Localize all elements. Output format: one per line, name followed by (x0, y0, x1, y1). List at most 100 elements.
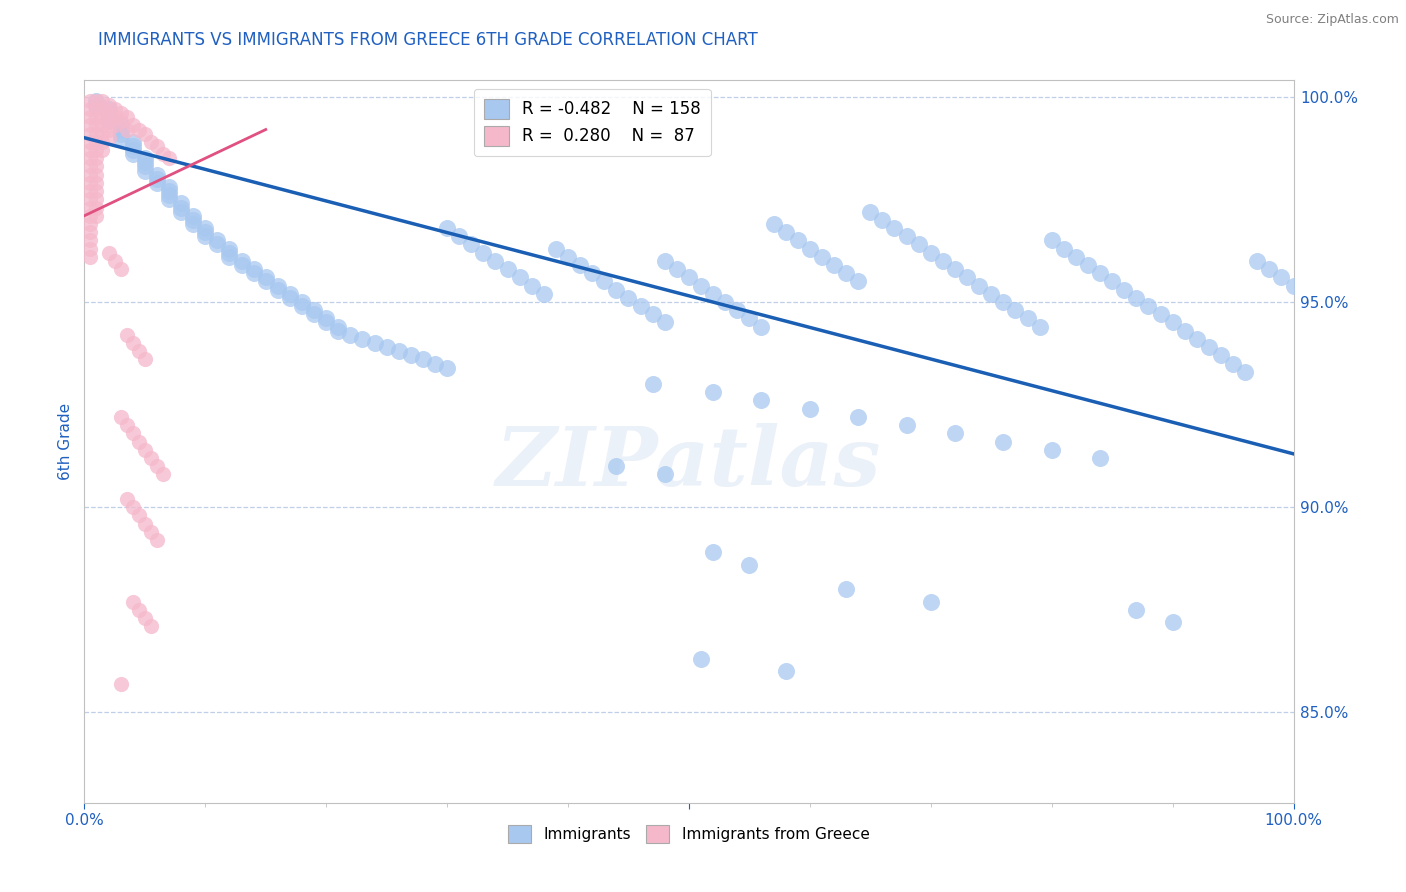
Point (110, 677, 132, 691)
Point (86, 135, 108, 149)
Point (302, 307, 325, 321)
Point (242, 266, 264, 280)
Point (128, 434, 150, 449)
Point (139, 619, 162, 633)
Point (97, 114, 120, 128)
Point (91, 135, 114, 149)
Point (1149, 307, 1171, 321)
Point (363, 336, 385, 351)
Point (302, 303, 325, 318)
Point (231, 258, 253, 272)
Point (714, 295, 737, 310)
Point (91, 127, 114, 141)
Point (121, 119, 143, 133)
Text: IMMIGRANTS VS IMMIGRANTS FROM GREECE 6TH GRADE CORRELATION CHART: IMMIGRANTS VS IMMIGRANTS FROM GREECE 6TH… (98, 31, 758, 49)
Point (115, 110, 138, 124)
Point (690, 278, 713, 293)
Point (1222, 357, 1244, 371)
Point (1198, 340, 1220, 354)
Point (134, 160, 156, 174)
Point (121, 139, 143, 153)
Point (104, 119, 127, 133)
Point (79, 151, 101, 165)
Point (460, 237, 482, 252)
Point (79, 225, 101, 239)
Point (110, 130, 132, 145)
Point (1028, 319, 1050, 334)
Point (339, 327, 361, 342)
Point (399, 348, 422, 362)
Point (835, 582, 858, 597)
Point (79, 160, 101, 174)
Point (520, 278, 543, 293)
Point (690, 652, 713, 666)
Point (943, 262, 966, 277)
Point (170, 201, 193, 215)
Point (157, 180, 180, 194)
Point (115, 491, 138, 506)
Point (86, 143, 108, 157)
Text: Source: ZipAtlas.com: Source: ZipAtlas.com (1265, 13, 1399, 27)
Point (1185, 332, 1208, 346)
Point (980, 286, 1002, 301)
Text: ZIPatlas: ZIPatlas (496, 423, 882, 503)
Point (79, 250, 101, 264)
Point (157, 151, 180, 165)
Point (79, 201, 101, 215)
Point (146, 168, 169, 182)
Point (799, 401, 821, 416)
Point (97, 98, 120, 112)
Point (1053, 242, 1076, 256)
Point (242, 262, 264, 277)
Point (472, 245, 495, 260)
Point (641, 307, 664, 321)
Point (907, 237, 929, 252)
Point (104, 102, 127, 116)
Point (605, 459, 627, 474)
Point (91, 110, 114, 124)
Point (412, 352, 434, 367)
Point (86, 168, 108, 182)
Point (134, 127, 156, 141)
Point (86, 209, 108, 223)
Point (79, 184, 101, 198)
Point (920, 245, 942, 260)
Legend: Immigrants, Immigrants from Greece: Immigrants, Immigrants from Greece (502, 819, 876, 849)
Point (121, 143, 143, 157)
Point (181, 209, 204, 223)
Point (654, 467, 676, 482)
Point (194, 221, 217, 235)
Point (128, 508, 150, 523)
Point (121, 147, 143, 161)
Point (762, 217, 785, 231)
Point (328, 319, 350, 334)
Point (134, 352, 156, 367)
Point (79, 233, 101, 247)
Point (436, 360, 458, 375)
Point (157, 188, 180, 202)
Point (1282, 278, 1305, 293)
Point (775, 225, 797, 239)
Point (134, 611, 156, 625)
Point (859, 204, 882, 219)
Point (79, 110, 101, 124)
Point (86, 119, 108, 133)
Point (799, 242, 821, 256)
Point (702, 385, 724, 400)
Point (678, 270, 700, 285)
Point (218, 242, 240, 256)
Point (79, 94, 101, 108)
Point (79, 242, 101, 256)
Point (738, 558, 761, 572)
Point (581, 266, 603, 280)
Point (896, 418, 918, 433)
Point (267, 283, 290, 297)
Point (134, 516, 156, 531)
Point (1258, 262, 1281, 277)
Point (315, 316, 337, 330)
Point (1017, 311, 1039, 326)
Point (593, 275, 616, 289)
Point (993, 295, 1015, 310)
Point (97, 130, 120, 145)
Point (702, 286, 724, 301)
